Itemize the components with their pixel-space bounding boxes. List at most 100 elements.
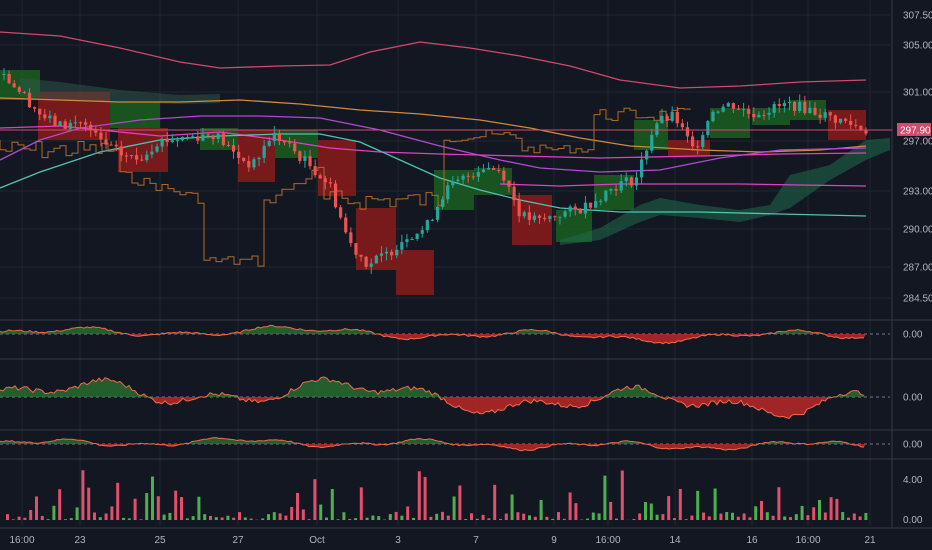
candle-body [798,101,802,112]
candle-body [364,256,368,267]
candle-body [859,125,863,131]
candle-body [22,91,27,93]
candle-body [318,175,322,179]
candle-body [124,155,129,157]
candle-body [818,114,822,118]
candle-body [507,180,511,187]
candle-body [390,251,394,256]
volume-bar [591,512,595,520]
candle-body [155,146,159,152]
volume-bar [684,519,688,520]
volume-bar [661,514,665,520]
candle-body [282,141,287,143]
candle-body [27,92,32,108]
candle-body [583,202,588,214]
volume-bar [319,504,323,520]
price-box [110,102,160,128]
volume-bar [209,515,212,520]
volume-bar [493,484,497,520]
volume-bar [754,506,758,520]
candle-body [94,129,98,133]
volume-bar [562,518,566,520]
candle-body [262,145,266,158]
candle-body [522,212,526,217]
candle-body [2,73,6,75]
volume-bar [841,512,845,520]
candle-body [670,111,674,121]
volume-bar [470,513,473,520]
volume-bar [864,512,868,520]
candle-body [63,121,67,129]
volume-bar [307,519,311,520]
volume-bar [504,513,508,520]
volume-bar [359,487,363,520]
volume-bar [354,518,357,520]
oscillator-2-pane[interactable] [0,376,890,419]
candle-body [614,188,618,191]
candle-body [170,140,174,142]
candle-body [838,118,843,123]
volume-bar [226,515,230,520]
oscillator-1-line [0,324,864,345]
price-pane[interactable] [0,31,893,295]
candle-body [400,242,404,250]
candle-body [476,172,480,177]
volume-bar [678,488,682,520]
candle-body [573,206,577,210]
volume-bar [406,506,410,520]
candle-body [716,111,720,113]
volume-bar [388,514,392,520]
time-axis-tick-label: 16:00 [795,535,820,546]
volume-bar [174,490,178,520]
volume-bar [800,505,804,520]
candle-body [43,114,47,119]
candle-body [145,154,149,161]
volume-bar [510,494,514,520]
candle-body [84,122,88,125]
time-axis[interactable]: 16:00 23 25 27 Oct 3 7 9 16:00 14 16 16:00 21 [9,535,876,546]
candle-body [864,130,868,134]
volume-bar [365,517,369,520]
candle-body [441,199,445,207]
volume-bar [40,515,44,520]
price-axis-tick-label: 305.00 [903,41,932,52]
volume-bar [806,515,810,520]
volume-axis-tick-label: 4.00 [903,475,923,486]
oscillator-3-pane[interactable] [0,437,890,452]
volume-bar [777,487,781,520]
price-axis-tick-label: 287.00 [903,263,932,274]
oscillator-1-pane[interactable] [0,324,890,345]
candle-body [53,115,57,126]
volume-axis-tick-label: 0.00 [903,515,923,526]
volume-pane[interactable] [6,470,868,520]
volume-bar [35,496,38,520]
candle-body [425,220,429,231]
volume-bar [649,503,653,520]
last-price-tag-background [897,122,931,136]
volume-bar [325,517,328,520]
candle-body [558,216,562,218]
volume-bar [522,513,526,520]
candle-body [548,216,552,219]
time-axis-tick-label: 25 [154,535,166,546]
volume-bar [162,514,166,520]
time-axis-tick-label: 21 [864,535,876,546]
volume-bar [197,496,201,520]
volume-bar [52,505,56,520]
candle-body [277,132,282,142]
volume-bar [87,487,91,520]
candle-body [568,206,572,212]
volume-bar [267,514,270,520]
moving-average-line [499,183,867,187]
candle-body [624,177,628,182]
candle-body [140,159,144,161]
volume-bar [597,513,601,520]
candle-body [349,232,353,244]
candle-body [211,135,215,140]
volume-bar [191,516,195,520]
candle-body [104,139,108,145]
volume-bar [29,510,33,520]
price-axis[interactable]: 307.50 305.00 301.00 297.00 293.00 290.00 287.… [903,11,932,527]
time-axis-tick-label: 3 [395,535,401,546]
